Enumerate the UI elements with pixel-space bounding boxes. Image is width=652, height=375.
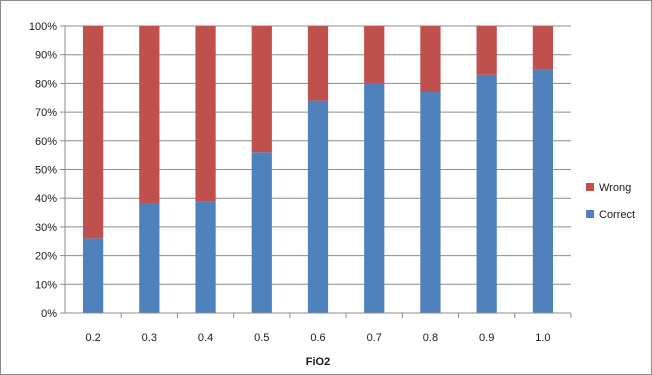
bar-wrong-0.9 — [476, 26, 497, 75]
bar-correct-0.2 — [82, 238, 104, 313]
x-tick-label: 1.0 — [535, 332, 550, 344]
legend-swatch-correct — [586, 210, 594, 218]
bar-correct-0.7 — [364, 83, 385, 314]
x-tick-label: 0.4 — [198, 332, 213, 344]
bar-wrong-0.3 — [139, 26, 160, 204]
y-tick-label: 80% — [35, 78, 57, 90]
x-tick-label: 0.8 — [423, 332, 438, 344]
x-tick-label: 0.7 — [367, 332, 382, 344]
y-tick-label: 70% — [35, 107, 57, 119]
bar-correct-0.9 — [476, 74, 497, 313]
x-tick-label: 0.6 — [310, 332, 325, 344]
y-tick-label: 90% — [35, 50, 57, 62]
bar-correct-0.8 — [420, 92, 441, 313]
y-tick-labels: 0% 10% 20% 30% 40% 50% 60% 70% 80% 90% 100% — [29, 21, 57, 320]
x-tick-label: 0.5 — [254, 332, 269, 344]
legend-swatch-wrong — [586, 183, 594, 191]
y-tick-label: 60% — [35, 136, 57, 148]
bar-wrong-0.8 — [420, 26, 441, 93]
legend-label-correct: Correct — [599, 209, 635, 221]
bar-wrong-0.4 — [195, 26, 216, 202]
y-tick-label: 50% — [35, 165, 57, 177]
y-tick-label: 30% — [35, 222, 57, 234]
bar-wrong-1.0 — [532, 26, 554, 70]
x-axis-title: FiO2 — [306, 356, 330, 368]
axes — [64, 26, 572, 318]
bar-wrong-0.6 — [307, 26, 329, 101]
legend: Wrong Correct — [586, 182, 635, 221]
bar-correct-0.5 — [251, 152, 272, 313]
x-tick-label: 0.2 — [85, 332, 100, 344]
y-tick-label: 20% — [35, 251, 57, 263]
y-tick-label: 40% — [35, 193, 57, 205]
bar-correct-1.0 — [532, 69, 554, 313]
x-tick-label: 0.9 — [479, 332, 494, 344]
bar-wrong-0.7 — [364, 26, 385, 84]
y-tick-label: 0% — [41, 308, 57, 320]
x-tick-label: 0.3 — [142, 332, 157, 344]
y-tick-label: 100% — [29, 21, 57, 33]
y-tick-label: 10% — [35, 279, 57, 291]
bars — [82, 26, 554, 314]
legend-label-wrong: Wrong — [599, 182, 631, 194]
bar-correct-0.3 — [139, 203, 160, 313]
bar-wrong-0.2 — [82, 26, 104, 239]
bar-correct-0.6 — [307, 100, 329, 314]
bar-correct-0.4 — [195, 201, 216, 313]
bar-wrong-0.5 — [251, 26, 272, 153]
x-tick-labels: 0.2 0.3 0.4 0.5 0.6 0.7 0.8 0.9 1.0 — [85, 332, 550, 344]
